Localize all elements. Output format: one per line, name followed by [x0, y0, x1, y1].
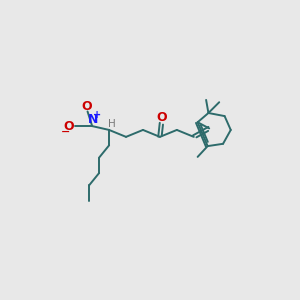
Text: −: −: [61, 127, 70, 136]
Text: H: H: [108, 119, 116, 129]
Text: N: N: [88, 113, 98, 126]
Text: O: O: [156, 111, 167, 124]
Text: +: +: [94, 110, 102, 119]
Text: O: O: [81, 100, 92, 112]
Text: O: O: [64, 120, 74, 133]
